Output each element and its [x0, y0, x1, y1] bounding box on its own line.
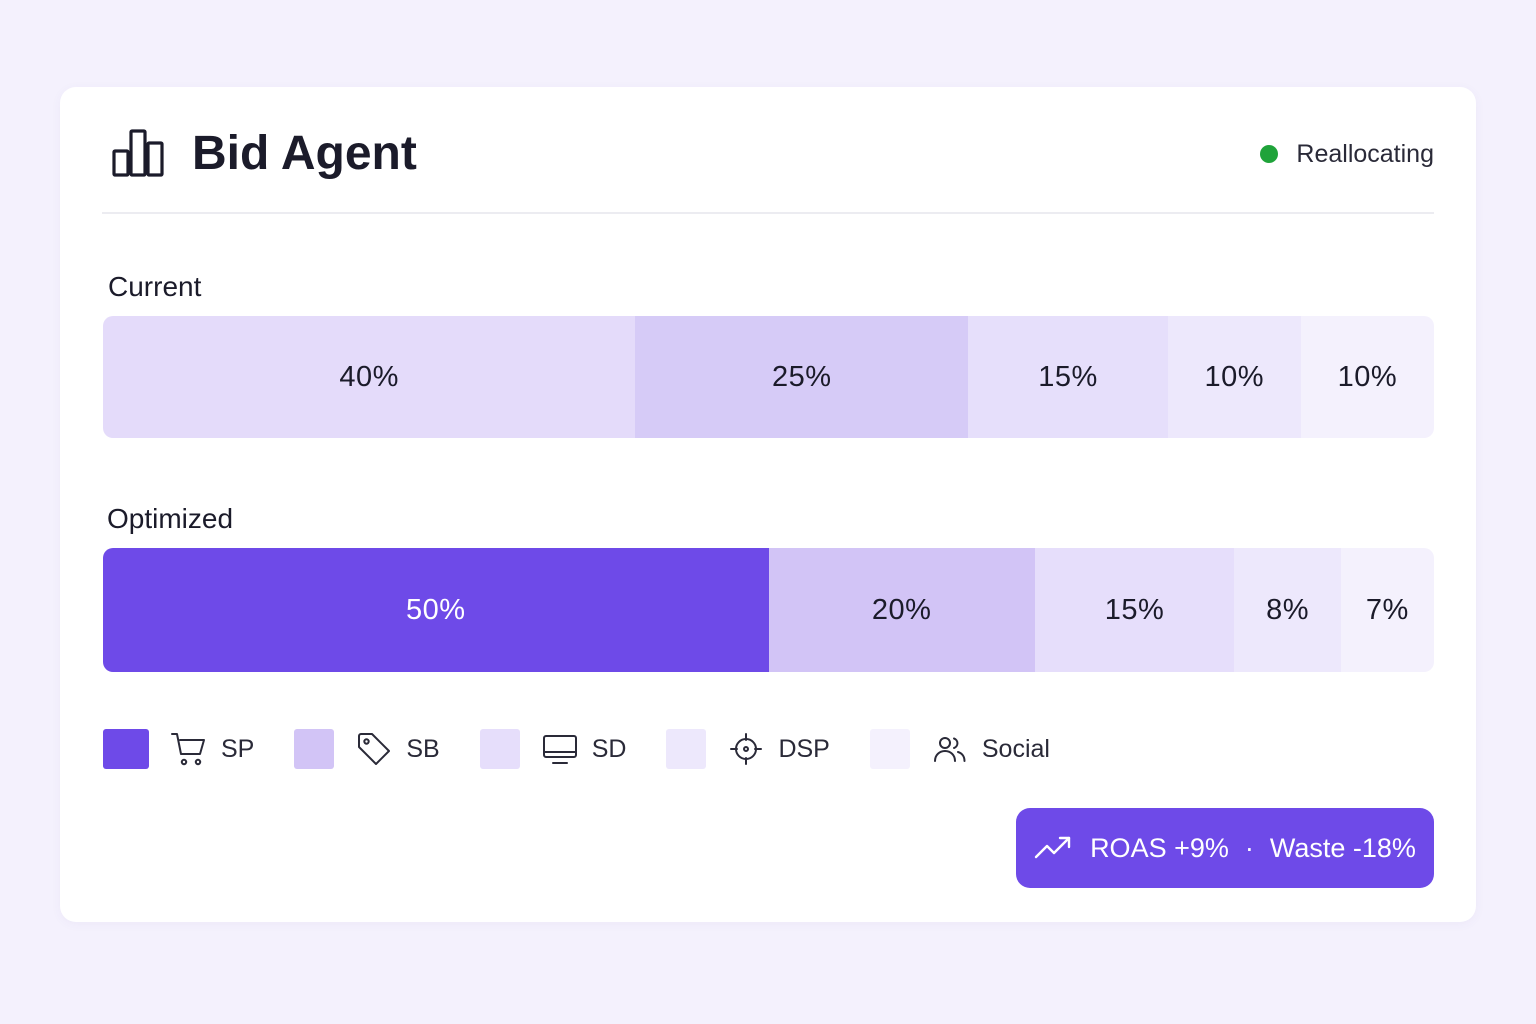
bid-agent-card: Bid Agent Reallocating Current 40% 25% 15%…: [60, 87, 1476, 922]
roas-text: ROAS +9%: [1090, 832, 1229, 863]
legend-swatch-sp: [103, 729, 149, 769]
bar-segment-current-sb: 25%: [635, 316, 969, 438]
data-label: 25%: [771, 360, 832, 393]
bar-segment-optimized-sb: 20%: [768, 548, 1035, 672]
card-header: Bid Agent Reallocating: [102, 87, 1434, 214]
legend-item-sb: SB: [294, 729, 440, 769]
bar-segment-current-sd: 15%: [968, 316, 1168, 438]
data-label: 7%: [1365, 593, 1409, 626]
status-dot: [1260, 145, 1279, 163]
data-label: 10%: [1337, 360, 1398, 393]
bar-chart-icon: [112, 129, 164, 177]
data-label: 15%: [1038, 360, 1098, 393]
bar-segment-optimized-sd: 15%: [1034, 548, 1235, 672]
tag-icon: [358, 733, 391, 765]
bar-segment-optimized-social: 7%: [1340, 548, 1434, 672]
bar-segment-current-sp: 40%: [103, 316, 636, 438]
legend-label-social: Social: [981, 734, 1050, 763]
data-label: 8%: [1266, 593, 1310, 626]
bar-segment-current-dsp: 10%: [1167, 316, 1301, 438]
data-label: 20%: [871, 593, 932, 626]
optimized-label: Optimized: [107, 503, 234, 534]
legend-label-dsp: DSP: [778, 734, 830, 763]
legend-item-sd: SD: [479, 729, 627, 769]
trending-up-icon: [1034, 836, 1071, 859]
data-label: 10%: [1204, 360, 1265, 393]
page-title: Bid Agent: [192, 127, 417, 180]
legend-swatch-sb: [294, 729, 335, 769]
waste-text: Waste -18%: [1269, 832, 1416, 863]
status-indicator: Reallocating: [1260, 139, 1434, 169]
bar-segment-current-social: 10%: [1300, 316, 1434, 438]
bar-segment-optimized-dsp: 8%: [1234, 548, 1341, 672]
data-label: 40%: [339, 360, 399, 393]
legend-swatch-social: [869, 729, 910, 769]
current-label: Current: [108, 271, 202, 302]
legend-item-sp: SP: [103, 729, 254, 769]
legend-item-dsp: DSP: [666, 729, 830, 769]
legend-label-sp: SP: [221, 734, 255, 763]
optimized-allocation-bar: 50% 20% 15% 8% 7%: [103, 548, 1434, 672]
status-text: Reallocating: [1296, 139, 1434, 168]
data-label: 50%: [405, 593, 466, 626]
bar-segment-optimized-sp: 50%: [103, 548, 769, 672]
shopping-cart-icon: [171, 733, 205, 766]
legend-swatch-dsp: [666, 729, 707, 769]
monitor-icon: [542, 735, 577, 764]
legend-item-social: Social: [869, 729, 1050, 769]
crosshair-icon: [730, 733, 763, 765]
results-summary-badge[interactable]: ROAS +9% · Waste -18%: [1016, 808, 1434, 888]
current-allocation-bar: 40% 25% 15% 10% 10%: [103, 316, 1434, 438]
legend-swatch-sd: [479, 729, 520, 769]
data-label: 15%: [1104, 593, 1165, 626]
users-icon: [933, 737, 966, 762]
legend-label-sd: SD: [591, 734, 627, 763]
chart-legend: SP SB SD DSP: [103, 729, 1090, 769]
separator-dot: ·: [1244, 832, 1254, 863]
legend-label-sb: SB: [406, 734, 440, 763]
